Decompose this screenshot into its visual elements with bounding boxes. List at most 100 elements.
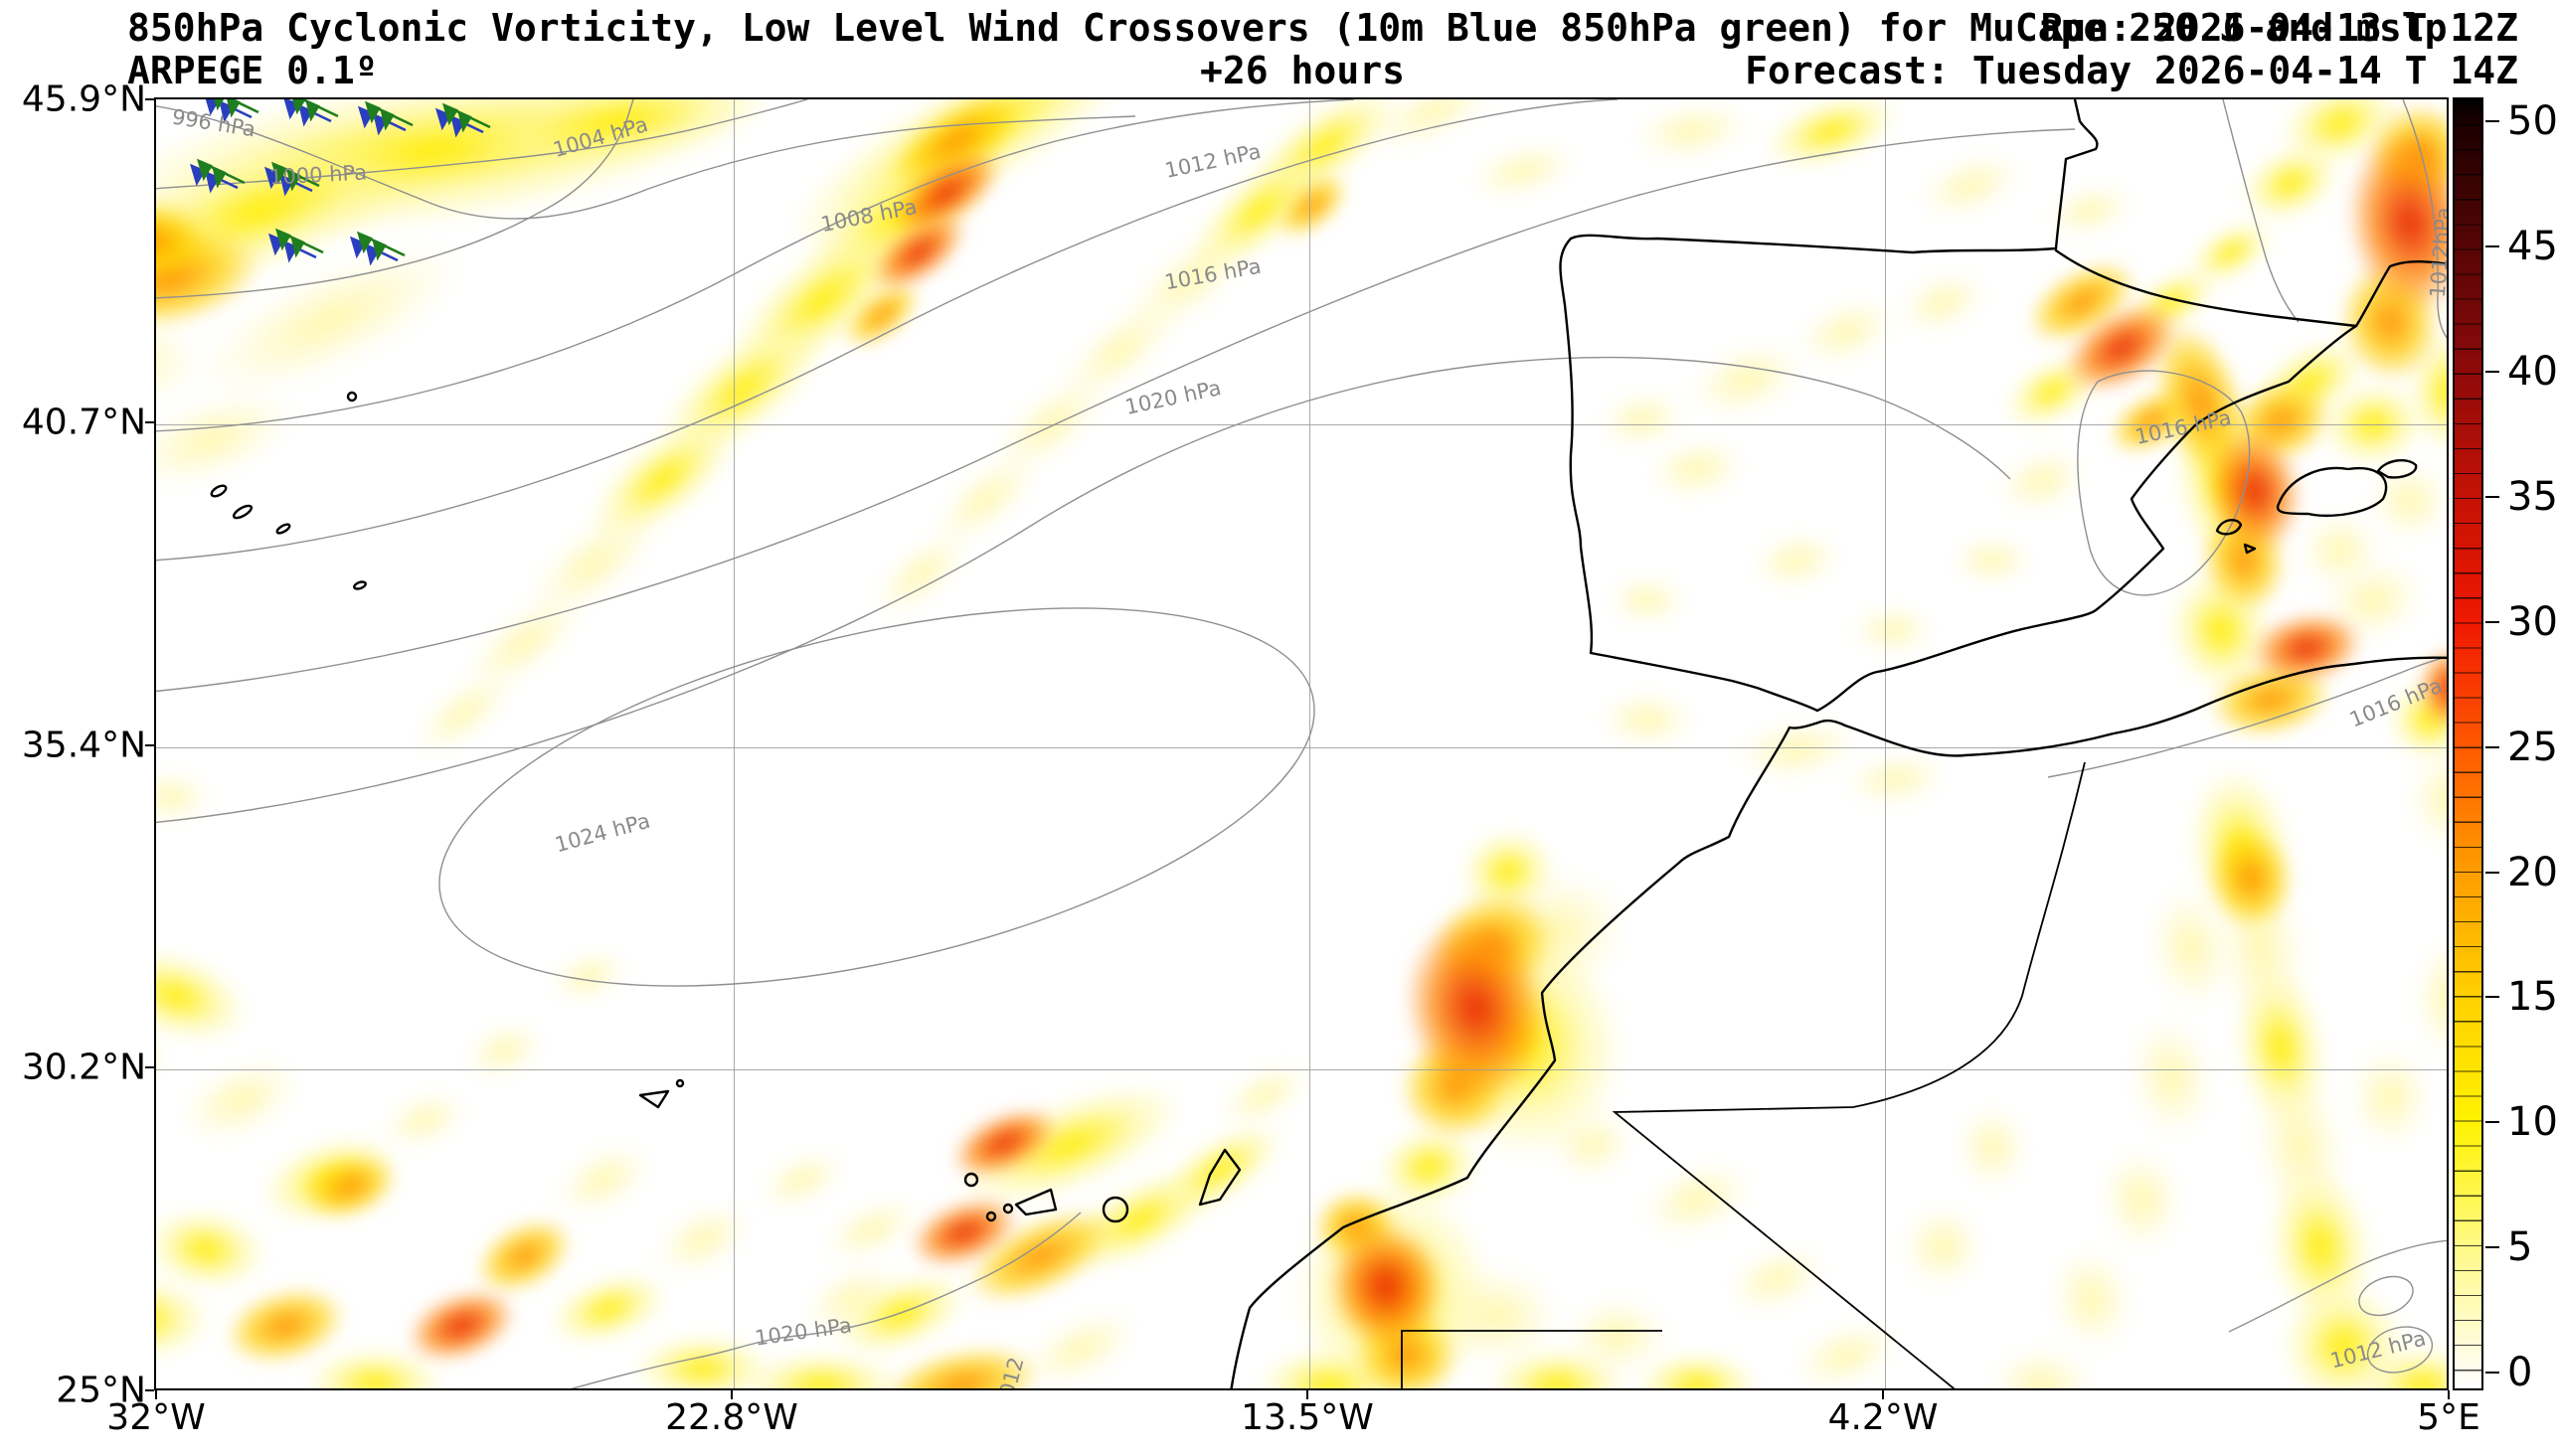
longitude-tick-mark xyxy=(1882,1390,1884,1399)
isobar-label: 1008 hPa xyxy=(818,194,920,238)
chart-title: 850hPa Cyclonic Vorticity, Low Level Win… xyxy=(127,6,2448,50)
wind-barb-850hpa xyxy=(292,99,339,122)
isobar-label: 1020 hPa xyxy=(753,1313,854,1351)
longitude-gridline xyxy=(1309,99,1310,1388)
longitude-tick-label: 22.8°W xyxy=(665,1397,798,1438)
colorbar-tick-mark xyxy=(2485,496,2499,498)
colorbar-tick-label: 10 xyxy=(2507,1099,2558,1145)
morocco-algeria-border xyxy=(1612,761,2086,1388)
isobar-label: 996 hPa xyxy=(170,104,257,142)
vorticity-blob xyxy=(1957,1105,2028,1189)
africa-coastline xyxy=(1230,656,2447,1388)
longitude-tick-mark xyxy=(731,1390,733,1399)
colorbar-tick-label: 25 xyxy=(2507,725,2558,770)
longitude-gridline xyxy=(1885,99,1886,1388)
run-timestamp: Run: 2026-04-13 T 12Z xyxy=(2040,6,2518,50)
colorbar-tick-mark xyxy=(2485,1246,2499,1248)
madeira-azores-islands xyxy=(210,391,685,1109)
isobar-label-layer: 996 hPa 1000 hPa 1004 hPa 1008 hPa 1012 hPa 1… xyxy=(156,99,2447,1388)
colorbar-tick-mark xyxy=(2485,872,2499,874)
vorticity-blob xyxy=(2299,511,2382,590)
isobar-label: 1000 hPa xyxy=(268,160,368,190)
latitude-tick-label: 45.9°N xyxy=(21,79,146,120)
colorbar-tick-label: 50 xyxy=(2507,98,2558,144)
ibiza-island xyxy=(2215,519,2257,555)
longitude-tick-mark xyxy=(155,1390,157,1399)
isobar-label: 1016 hPa xyxy=(2346,673,2446,732)
longitude-tick-label: 13.5°W xyxy=(1241,1397,1374,1438)
latitude-tick-mark xyxy=(145,744,154,746)
latitude-gridline xyxy=(156,747,2447,748)
wind-barb-850hpa xyxy=(356,231,406,261)
longitude-tick-label: 32°W xyxy=(106,1397,206,1438)
colorbar-tick-label: 5 xyxy=(2507,1224,2533,1270)
wind-barb-850hpa xyxy=(441,102,491,133)
isobar-label: 1012 xyxy=(991,1355,1029,1390)
colorbar-tick-label: 0 xyxy=(2507,1350,2533,1395)
latitude-tick-label: 35.4°N xyxy=(21,725,146,766)
colorbar-tick-mark xyxy=(2485,1372,2499,1374)
canary-islands xyxy=(963,1148,1242,1223)
isobar-label: 1004 hPa xyxy=(550,111,651,163)
pyrenees-border xyxy=(2054,248,2358,328)
vorticity-blob xyxy=(1901,1205,1984,1288)
colorbar-tick-label: 40 xyxy=(2507,349,2558,395)
colorbar-tick-label: 30 xyxy=(2507,599,2558,645)
vorticity-blob xyxy=(1951,536,2034,585)
colorbar-tick-label: 45 xyxy=(2507,224,2558,269)
wind-barb-850hpa xyxy=(270,161,320,192)
isobar-label: 1016 hPa xyxy=(2133,405,2234,449)
wind-barbs-layer xyxy=(189,99,491,266)
model-name: ARPEGE 0.1º xyxy=(127,49,378,92)
lead-time: +26 hours xyxy=(1200,49,1405,92)
wind-barb-850hpa xyxy=(214,99,259,118)
latitude-tick-mark xyxy=(145,1389,154,1391)
isobar-label: 1024 hPa xyxy=(552,808,653,858)
latitude-tick-label: 25°N xyxy=(56,1370,146,1411)
isobar-contours xyxy=(156,99,2447,1388)
colorbar-tick-mark xyxy=(2485,120,2499,122)
wind-barb-850hpa xyxy=(274,228,324,258)
colorbar-tick-label: 20 xyxy=(2507,850,2558,895)
colorbar-scale xyxy=(2455,99,2481,1388)
colorbar-tick-mark xyxy=(2485,1121,2499,1123)
longitude-tick-label: 5°E xyxy=(2417,1397,2480,1438)
wind-barb-850hpa xyxy=(196,158,246,189)
colorbar-tick-mark xyxy=(2485,621,2499,623)
longitude-tick-label: 4.2°W xyxy=(1827,1397,1939,1438)
coastlines xyxy=(210,99,2447,1388)
latitude-gridline xyxy=(156,1069,2447,1070)
latitude-tick-mark xyxy=(145,98,154,100)
isobar-label: 1012 hPa xyxy=(2327,1326,2429,1374)
colorbar xyxy=(2453,97,2483,1390)
colorbar-tick-label: 15 xyxy=(2507,974,2558,1020)
vorticity-blob xyxy=(1608,575,1687,625)
wind-barb-850hpa xyxy=(364,100,414,131)
isobar-label: 1012 hPa xyxy=(1162,139,1264,183)
latitude-tick-label: 40.7°N xyxy=(21,402,146,443)
vorticity-heat-layer xyxy=(156,99,2447,1388)
longitude-tick-mark xyxy=(1306,1390,1308,1399)
vorticity-blob xyxy=(2348,1046,2432,1149)
colorbar-tick-mark xyxy=(2485,371,2499,373)
menorca-island xyxy=(2376,459,2418,479)
iberia-france-coastline xyxy=(1559,99,2447,713)
vorticity-blob xyxy=(1598,692,1697,747)
vorticity-blob xyxy=(1851,605,1935,655)
vorticity-blob xyxy=(156,1022,158,1093)
map-plot-area: 996 hPa 1000 hPa 1004 hPa 1008 hPa 1012 hPa 1… xyxy=(154,97,2449,1390)
latitude-tick-mark xyxy=(145,421,154,423)
latitude-tick-mark xyxy=(145,1066,154,1068)
colorbar-tick-label: 35 xyxy=(2507,474,2558,520)
colorbar-tick-mark xyxy=(2485,746,2499,748)
longitude-gridline xyxy=(734,99,735,1388)
latitude-gridline xyxy=(156,424,2447,425)
colorbar-tick-mark xyxy=(2485,996,2499,998)
longitude-tick-mark xyxy=(2448,1390,2450,1399)
isobar-label: 1016 hPa xyxy=(1162,253,1264,295)
latitude-tick-label: 30.2°N xyxy=(21,1047,146,1088)
mallorca-island xyxy=(2276,466,2388,517)
isobar-label: 1012hPa xyxy=(2425,206,2449,299)
forecast-timestamp: Forecast: Tuesday 2026-04-14 T 14Z xyxy=(1745,49,2518,92)
